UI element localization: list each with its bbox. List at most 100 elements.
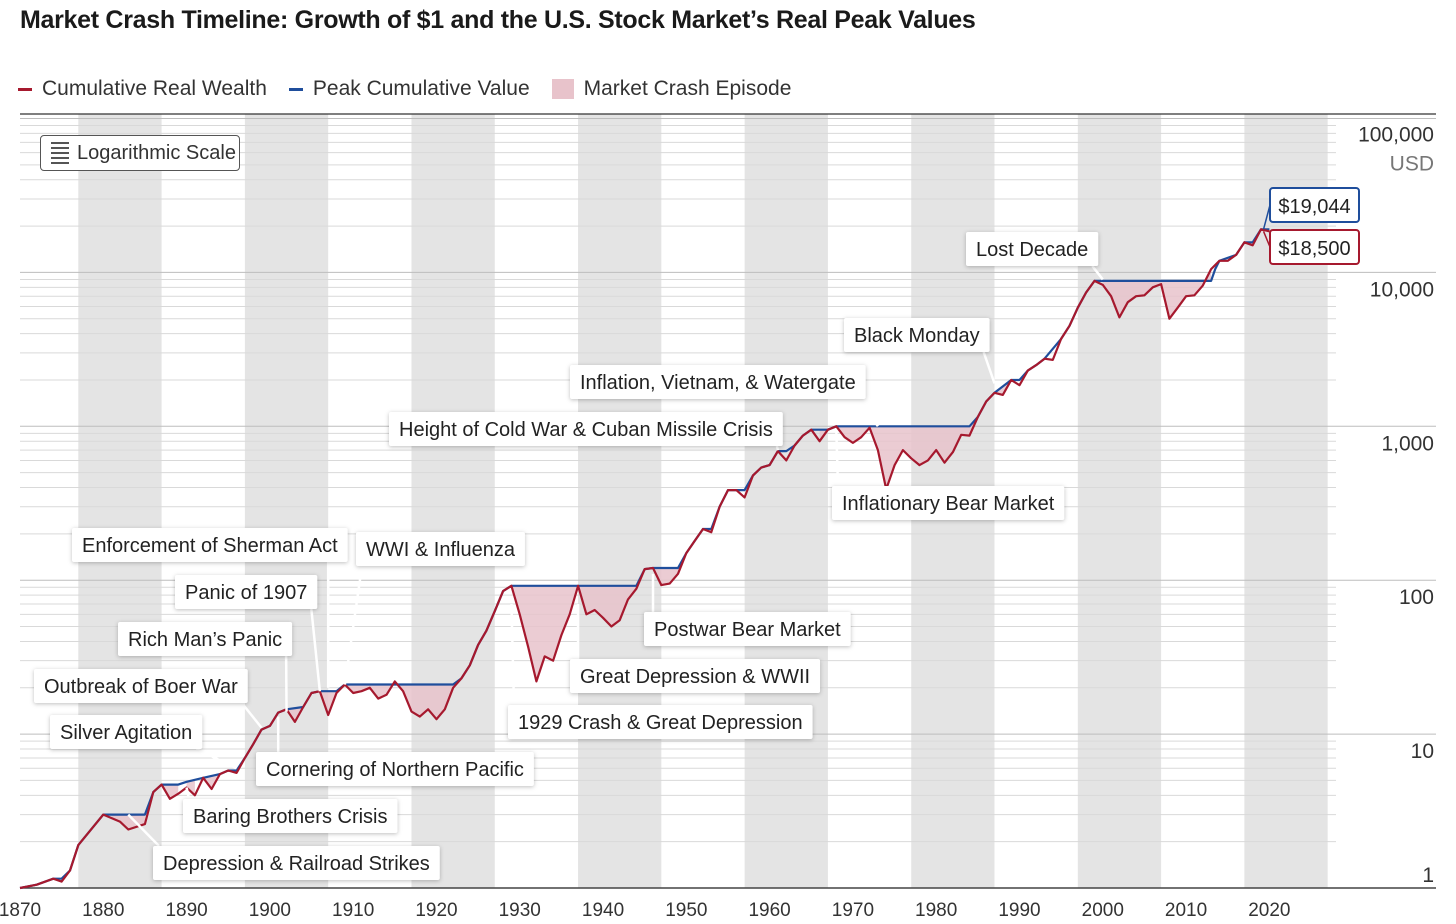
x-tick-label: 1930 — [499, 900, 541, 921]
x-tick-label: 1910 — [332, 900, 374, 921]
annotation-label: Cornering of Northern Pacific — [266, 759, 524, 781]
annotation: Black Monday — [844, 318, 996, 384]
annotation-box — [118, 622, 293, 656]
legend-swatch-real-wealth — [18, 87, 32, 91]
annotation: Great Depression & WWII — [570, 604, 821, 693]
x-tick-label: 1880 — [82, 900, 124, 921]
legend-swatch-crash-episode — [551, 79, 574, 99]
decade-band — [578, 114, 662, 888]
annotation: Baring Brothers Crisis — [183, 787, 398, 833]
series-lines — [19, 228, 1270, 890]
annotation: Height of Cold War & Cuban Missile Crisi… — [389, 412, 783, 451]
y-tick-label: 10,000 — [1370, 278, 1434, 301]
annotations: Lost Decade Black Monday Inflation, Vietna… — [34, 232, 1104, 880]
x-tick-label: 1920 — [415, 900, 457, 921]
y-axis: 1 10 100 1,000 10,000 100,000 USD — [1358, 124, 1434, 888]
end-label-text: $18,500 — [1278, 238, 1350, 260]
annotation-box — [644, 612, 851, 646]
crash-episode-area — [286, 706, 304, 722]
crash-episode-area — [186, 779, 195, 796]
annotation-leader — [510, 604, 516, 706]
log-scale-badge[interactable]: Logarithmic Scale — [40, 135, 240, 171]
annotation-box — [72, 528, 348, 562]
annotation-label: Outbreak of Boer War — [44, 676, 238, 698]
annotation-label: Panic of 1907 — [185, 582, 307, 604]
annotation: Inflation, Vietnam, & Watergate — [570, 365, 879, 427]
annotation-leader — [185, 787, 191, 800]
log-scale-label: Logarithmic Scale — [77, 141, 236, 164]
x-tick-label: 2010 — [1165, 900, 1207, 921]
annotation-leader — [775, 445, 780, 451]
annotation-leader — [310, 608, 322, 692]
annotation-box — [570, 659, 821, 693]
annotation: Rich Man’s Panic — [118, 622, 293, 712]
crash-episode-area — [511, 569, 645, 682]
annotation-leader — [127, 813, 160, 847]
y-tick-label: 100 — [1399, 586, 1434, 609]
x-tick-label: 2020 — [1248, 900, 1290, 921]
end-label: $19,044 — [1262, 187, 1360, 230]
x-tick-label: 1900 — [249, 900, 291, 921]
annotation-box — [183, 799, 398, 833]
legend: Cumulative Real Wealth Peak Cumulative V… — [18, 74, 813, 104]
annotation-label: Postwar Bear Market — [654, 619, 841, 641]
list-icon — [51, 141, 69, 166]
y-tick-label: 100,000 — [1358, 124, 1434, 147]
end-value-labels: $19,044 $18,500 — [1262, 187, 1360, 265]
annotation-leader — [835, 429, 840, 487]
annotation: Cornering of Northern Pacific — [256, 716, 534, 786]
annotation: Silver Agitation — [50, 715, 238, 770]
y-tick-label: 1 — [1422, 864, 1434, 887]
annotation-label: Inflation, Vietnam, & Watergate — [580, 372, 856, 394]
annotation-leader — [195, 747, 238, 770]
annotation-box — [844, 318, 990, 352]
x-tick-label: 1950 — [665, 900, 707, 921]
x-tick-label: 2000 — [1082, 900, 1124, 921]
end-label: $18,500 — [1262, 229, 1360, 265]
x-tick-label: 1890 — [165, 900, 207, 921]
annotation-label: WWI & Influenza — [366, 539, 516, 561]
annotation: Inflationary Bear Market — [832, 429, 1065, 520]
annotation-label: Lost Decade — [976, 239, 1088, 261]
annotation-leader — [1091, 265, 1104, 281]
decade-band — [78, 114, 162, 888]
annotation: WWI & Influenza — [343, 532, 525, 685]
real-wealth-line — [19, 228, 1270, 890]
legend-swatch-peak-value — [288, 87, 303, 91]
annotation-label: Baring Brothers Crisis — [193, 806, 388, 828]
annotation-box — [832, 486, 1065, 520]
annotation: Outbreak of Boer War — [34, 669, 263, 729]
annotation: Lost Decade — [966, 232, 1104, 281]
annotation-box — [389, 412, 783, 446]
legend-item-real-wealth: Cumulative Real Wealth — [18, 77, 267, 101]
annotation-box — [153, 846, 440, 880]
annotation-leader — [858, 398, 879, 427]
annotation-label: Silver Agitation — [60, 722, 192, 744]
annotation: Postwar Bear Market — [644, 573, 851, 646]
annotation-label: Black Monday — [854, 325, 980, 347]
annotation: Panic of 1907 — [175, 575, 322, 692]
end-label-text: $19,044 — [1278, 196, 1350, 218]
annotation-label: 1929 Crash & Great Depression — [518, 712, 803, 734]
x-tick-label: 1960 — [748, 900, 790, 921]
x-tick-label: 1980 — [915, 900, 957, 921]
annotation-box — [966, 232, 1099, 266]
annotation-label: Height of Cold War & Cuban Missile Crisi… — [399, 419, 773, 441]
decade-band — [1077, 114, 1162, 888]
legend-item-crash-episode: Market Crash Episode — [551, 77, 792, 101]
annotation: Enforcement of Sherman Act — [72, 528, 348, 688]
annotation-leader — [240, 702, 263, 729]
legend-label-crash-episode: Market Crash Episode — [583, 77, 792, 100]
annotation-box — [175, 575, 318, 609]
x-tick-label: 1870 — [0, 900, 41, 921]
annotation-label: Enforcement of Sherman Act — [82, 535, 338, 557]
legend-item-peak-value: Peak Cumulative Value — [288, 77, 530, 101]
annotation-label: Rich Man’s Panic — [128, 629, 282, 651]
y-unit-label: USD — [1390, 153, 1434, 176]
annotation-label: Great Depression & WWII — [580, 666, 810, 688]
end-label-leader — [1262, 204, 1271, 230]
end-label-leader — [1262, 230, 1271, 248]
legend-label-real-wealth: Cumulative Real Wealth — [42, 77, 267, 100]
x-tick-label: 1990 — [998, 900, 1040, 921]
